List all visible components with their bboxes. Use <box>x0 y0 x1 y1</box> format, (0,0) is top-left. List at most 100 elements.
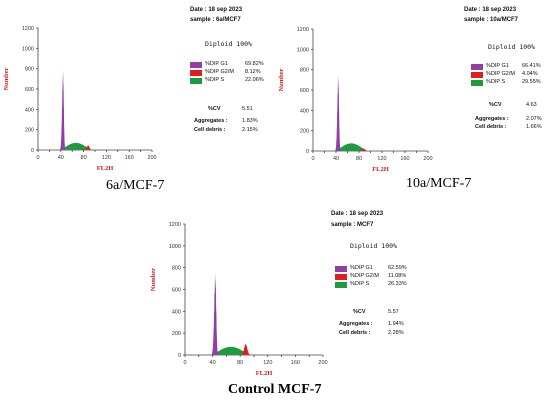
y-tick-label: 600 <box>25 87 34 93</box>
y-tick-label: 1200 <box>169 222 181 228</box>
x-tick-label: 0 <box>183 360 186 366</box>
sample-label: sample : MCF7 <box>331 222 374 228</box>
x-tick-label: 80 <box>81 155 87 161</box>
date-label: Date : 18 sep 2023 <box>464 7 517 13</box>
date-label: Date : 18 sep 2023 <box>331 211 384 217</box>
x-tick-label: 160 <box>291 360 300 366</box>
y-tick-label: 200 <box>25 128 34 134</box>
diploid-label: Diploid 100% <box>350 242 397 250</box>
series-g2m-phase <box>359 148 368 151</box>
legend-swatch <box>190 78 202 84</box>
x-tick-label: 0 <box>311 156 314 162</box>
y-tick-label: 600 <box>172 288 181 294</box>
legend-swatch <box>335 282 347 288</box>
x-tick-label: 120 <box>102 155 111 161</box>
legend-label: %DIP S <box>205 77 225 83</box>
stats: %CV 4.63 Aggregates : 2.07% Cell debris : 1.6… <box>471 96 550 136</box>
legend: %DIP G1 69.82% %DIP G2/M 8.12% %DIP S 22.06% <box>190 61 275 102</box>
stat-label: Cell debris : <box>475 124 507 130</box>
legend-value: 29.55% <box>522 79 541 85</box>
y-axis-title: Number <box>3 67 10 90</box>
stat-value: 1.83% <box>242 118 258 124</box>
x-axis-title: FL2H <box>256 370 273 377</box>
diploid-label: Diploid 100% <box>205 40 252 48</box>
y-tick-label: 0 <box>178 353 181 359</box>
legend-label: %DIP G1 <box>205 61 228 67</box>
stat-value: 2.28% <box>388 330 404 336</box>
legend: %DIP G1 66.41% %DIP G2/M 4.04% %DIP S 29.55% <box>471 63 550 104</box>
x-tick-label: 160 <box>400 156 409 162</box>
legend-value: 26.33% <box>388 281 407 287</box>
y-tick-label: 1000 <box>169 244 181 250</box>
chart-caption: 6a/MCF-7 <box>106 178 165 193</box>
y-tick-label: 1000 <box>22 46 34 52</box>
legend-value: 62.59% <box>388 265 407 271</box>
y-axis-title: Number <box>150 268 157 291</box>
stat-label: Aggregates : <box>339 321 373 327</box>
chart-caption: Control MCF-7 <box>228 382 322 397</box>
x-tick-label: 160 <box>125 155 134 161</box>
stat-value: 5.57 <box>388 309 399 315</box>
legend-value: 4.04% <box>522 71 538 77</box>
y-tick-label: 0 <box>306 149 309 155</box>
legend-value: 11.08% <box>388 273 407 279</box>
y-tick-label: 400 <box>25 107 34 113</box>
series-s-phase <box>211 346 251 355</box>
legend-item: %DIP G1 66.41% <box>471 63 550 71</box>
stat-label: %CV <box>489 102 502 108</box>
x-tick-label: 40 <box>333 156 339 162</box>
stat-value: 1.94% <box>388 321 404 327</box>
panel-control-mcf7: 0 200 400 600 800 1000 1200 0 40 80 120 160 200 FL2H N… <box>140 205 415 402</box>
legend-label: %DIP G2/M <box>350 273 379 279</box>
legend-label: %DIP G1 <box>486 63 509 69</box>
stats: %CV 5.57 Aggregates : 1.94% Cell debris : 2.2… <box>335 301 415 341</box>
sample-label: sample : 10a/MCF7 <box>464 17 519 23</box>
legend-item: %DIP S 29.55% <box>471 79 550 87</box>
y-tick-label: 400 <box>300 108 309 114</box>
stat-label: Aggregates : <box>194 118 228 124</box>
y-tick-label: 600 <box>300 88 309 94</box>
y-tick-label: 1200 <box>297 27 309 33</box>
legend-item: %DIP G2/M 4.04% <box>471 71 550 79</box>
x-tick-label: 120 <box>377 156 386 162</box>
histogram-chart: 0 200 400 600 800 1000 1200 0 40 80 120 160 200 FL2H N… <box>150 222 328 377</box>
legend-item: %DIP G2/M 8.12% <box>190 69 270 77</box>
legend-value: 66.41% <box>522 63 541 69</box>
x-tick-label: 120 <box>263 360 272 366</box>
legend-swatch <box>471 80 483 86</box>
y-tick-label: 200 <box>172 331 181 337</box>
legend-item: %DIP G2/M 11.08% <box>335 273 415 281</box>
x-tick-label: 40 <box>210 360 216 366</box>
histogram-chart: 0 200 400 600 800 1000 1200 0 40 80 120 160 200 FL2H N… <box>3 26 157 172</box>
stat-value: 4.63 <box>526 102 537 108</box>
legend-label: %DIP G2/M <box>486 71 515 77</box>
panel-6a-mcf7: 0 200 400 600 800 1000 1200 0 40 80 120 160 200 FL2H N… <box>0 0 275 200</box>
series-g2m-phase <box>240 344 251 355</box>
x-tick-label: 80 <box>356 156 362 162</box>
legend-value: 69.82% <box>245 61 264 67</box>
x-axis-title: FL2H <box>372 166 389 173</box>
legend-item: %DIP G1 62.59% <box>335 265 415 273</box>
legend-swatch <box>335 274 347 280</box>
legend-label: %DIP G2/M <box>205 69 234 75</box>
x-tick-label: 80 <box>237 360 243 366</box>
y-tick-label: 800 <box>300 68 309 74</box>
y-tick-label: 1200 <box>22 26 34 32</box>
stat-label: Aggregates : <box>475 116 509 122</box>
y-tick-label: 400 <box>172 309 181 315</box>
y-tick-label: 200 <box>300 129 309 135</box>
x-axis-title: FL2H <box>97 165 114 172</box>
legend-swatch <box>335 266 347 272</box>
legend-swatch <box>471 64 483 70</box>
legend-swatch <box>190 70 202 76</box>
x-tick-label: 200 <box>318 360 327 366</box>
y-tick-label: 1000 <box>297 47 309 53</box>
series-g2m-phase <box>84 145 93 150</box>
series-g1-phase <box>57 68 67 150</box>
stat-label: %CV <box>353 309 366 315</box>
legend: %DIP G1 62.59% %DIP G2/M 11.08% %DIP S 26.33% <box>335 265 415 306</box>
sample-label: sample : 6a/MCF7 <box>190 17 241 23</box>
stat-value: 5.51 <box>242 106 253 112</box>
series-g1-phase <box>333 73 342 151</box>
legend-swatch <box>471 72 483 78</box>
